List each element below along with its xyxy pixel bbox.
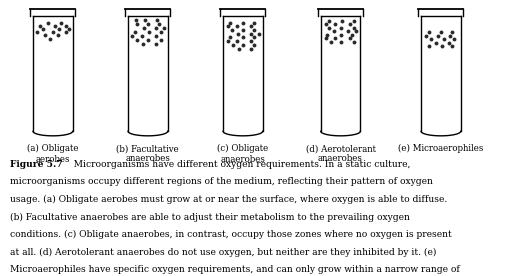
Text: (b) Facultative anaerobes are able to adjust their metabolism to the prevailing : (b) Facultative anaerobes are able to ad… xyxy=(10,213,409,222)
Polygon shape xyxy=(223,16,263,136)
Polygon shape xyxy=(321,16,360,136)
Text: microorganisms occupy different regions of the medium, reflecting their pattern : microorganisms occupy different regions … xyxy=(10,177,432,186)
Text: at all. (d) Aerotolerant anaerobes do not use oxygen, but neither are they inhib: at all. (d) Aerotolerant anaerobes do no… xyxy=(10,248,436,257)
Text: conditions. (c) Obligate anaerobes, in contrast, occupy those zones where no oxy: conditions. (c) Obligate anaerobes, in c… xyxy=(10,230,451,239)
Text: (d) Aerotolerant
anaerobes: (d) Aerotolerant anaerobes xyxy=(306,144,375,163)
Text: Microaerophiles have specific oxygen requirements, and can only grow within a na: Microaerophiles have specific oxygen req… xyxy=(10,265,459,274)
Text: (b) Facultative
anaerobes: (b) Facultative anaerobes xyxy=(117,144,179,163)
Text: (c) Obligate
anaerobes: (c) Obligate anaerobes xyxy=(217,144,269,164)
Text: Microorganisms have different oxygen requirements. In a static culture,: Microorganisms have different oxygen req… xyxy=(65,160,410,169)
Text: (e) Microaerophiles: (e) Microaerophiles xyxy=(398,144,484,153)
Text: Figure 5.7: Figure 5.7 xyxy=(10,160,62,169)
Text: (a) Obligate
aerobes: (a) Obligate aerobes xyxy=(27,144,79,164)
Text: usage. (a) Obligate aerobes must grow at or near the surface, where oxygen is ab: usage. (a) Obligate aerobes must grow at… xyxy=(10,195,447,204)
Polygon shape xyxy=(421,16,460,136)
Polygon shape xyxy=(128,16,168,136)
Polygon shape xyxy=(33,16,73,136)
